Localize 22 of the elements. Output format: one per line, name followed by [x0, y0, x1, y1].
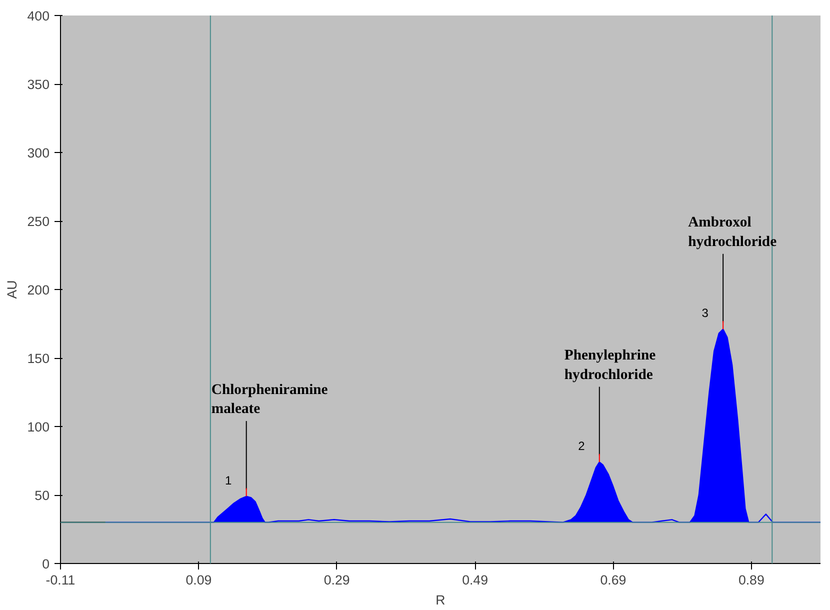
y-tick-label: 0	[42, 556, 50, 572]
annotation: 1	[225, 473, 232, 488]
x-tick-label: 0.69	[600, 572, 626, 588]
x-tick-label: -0.11	[46, 572, 76, 588]
annotation: Chlorpheniramine maleate	[211, 382, 328, 418]
x-tick-label: 0.89	[738, 572, 764, 588]
annotation: 2	[578, 439, 586, 454]
y-tick-label: 100	[27, 420, 50, 434]
y-tick-label: 250	[27, 214, 50, 229]
y-tick-label: 350	[27, 77, 50, 92]
annotation: Phenylephrine hydrochloride	[564, 348, 656, 383]
y-tick-label: 50	[34, 488, 50, 503]
y-tick-label: 300	[27, 146, 50, 160]
y-tick-label: 400	[27, 8, 50, 24]
x-axis-title: R	[436, 592, 446, 608]
x-tick-label: 0.49	[462, 572, 488, 588]
y-tick-label: 200	[27, 282, 50, 298]
y-tick-label: 150	[27, 351, 50, 366]
annotation: 3	[702, 306, 709, 320]
x-tick-label: 0.09	[186, 572, 212, 588]
x-tick-label: 0.29	[324, 572, 350, 588]
y-axis-title: AU	[4, 280, 20, 299]
